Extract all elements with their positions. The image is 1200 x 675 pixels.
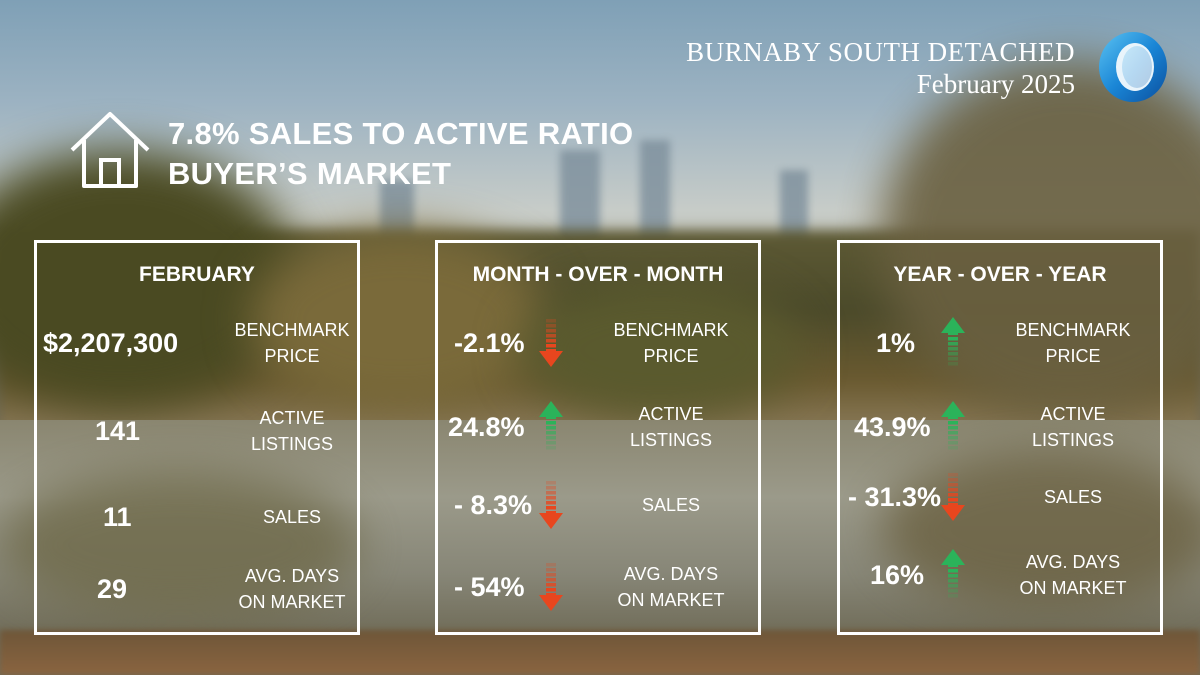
sales-to-active-ratio: 7.8% SALES TO ACTIVE RATIO xyxy=(168,116,634,151)
stat-label: AVG. DAYS ON MARKET xyxy=(238,566,346,612)
stat-label: BENCHMARK PRICE xyxy=(234,320,350,366)
stat-value: - 54% xyxy=(454,572,525,602)
stat-value: 11 xyxy=(103,502,132,532)
stat-row-benchmark-price: 1% BENCHMARK PRICE xyxy=(840,315,1160,371)
stat-label: BENCHMARK PRICE xyxy=(1015,320,1131,366)
stat-row-active-listings: 43.9% ACTIVE LISTINGS xyxy=(840,399,1160,455)
green-up-arrow-icon xyxy=(941,549,965,598)
green-up-arrow-icon xyxy=(941,401,965,450)
stat-value: 141 xyxy=(95,416,141,446)
red-down-arrow-icon xyxy=(539,563,563,611)
stat-label: AVG. DAYS ON MARKET xyxy=(617,564,725,610)
panel-title: MONTH - OVER - MONTH xyxy=(472,263,724,286)
stat-label: AVG. DAYS ON MARKET xyxy=(1019,552,1127,598)
brand-block: BURNABY SOUTH DETACHED February 2025 xyxy=(686,36,1075,100)
stat-value: $2,207,300 xyxy=(43,328,179,358)
stat-row-active-listings: 141 ACTIVE LISTINGS xyxy=(37,403,357,459)
stat-value: 1% xyxy=(876,328,916,358)
panel-title: YEAR - OVER - YEAR xyxy=(893,263,1107,286)
stat-label: SALES xyxy=(262,507,322,527)
house-outline-icon xyxy=(70,112,150,188)
green-up-arrow-icon xyxy=(941,317,965,366)
area-title: BURNABY SOUTH DETACHED xyxy=(686,37,1075,67)
red-down-arrow-icon xyxy=(941,473,965,521)
stat-value: -2.1% xyxy=(454,328,525,358)
panel-february: FEBRUARY $2,207,300 BENCHMARK PRICE 141 A… xyxy=(34,240,360,635)
headline: 7.8% SALES TO ACTIVE RATIO BUYER’S MARKE… xyxy=(168,114,633,194)
stat-value: 43.9% xyxy=(854,412,931,442)
stat-row-benchmark-price: -2.1% BENCHMARK PRICE xyxy=(438,315,758,371)
blue-ring-logo xyxy=(1099,32,1167,102)
stat-label: ACTIVE LISTINGS xyxy=(250,408,334,454)
stat-value: 24.8% xyxy=(448,412,525,442)
period-date: February 2025 xyxy=(916,69,1075,99)
stat-row-avg-days: 16% AVG. DAYS ON MARKET xyxy=(840,547,1160,603)
stat-value: 29 xyxy=(97,574,128,604)
stat-label: SALES xyxy=(1043,487,1103,507)
stat-label: BENCHMARK PRICE xyxy=(613,320,729,366)
stat-row-sales: 11 SALES xyxy=(37,489,357,545)
stat-label: SALES xyxy=(641,495,701,515)
panel-year-over-year: YEAR - OVER - YEAR 1% BENCHMARK PRICE 43.… xyxy=(837,240,1163,635)
stat-value: - 31.3% xyxy=(848,482,942,512)
stat-row-benchmark-price: $2,207,300 BENCHMARK PRICE xyxy=(37,315,357,371)
stat-row-avg-days: 29 AVG. DAYS ON MARKET xyxy=(37,561,357,617)
panel-month-over-month: MONTH - OVER - MONTH -2.1% BENCHMARK PRIC… xyxy=(435,240,761,635)
stat-row-sales: - 31.3% SALES xyxy=(840,469,1160,525)
green-up-arrow-icon xyxy=(539,401,563,450)
red-down-arrow-icon xyxy=(539,319,563,367)
stat-label: ACTIVE LISTINGS xyxy=(1031,404,1115,450)
market-type: BUYER’S MARKET xyxy=(168,156,452,191)
panel-title: FEBRUARY xyxy=(139,263,255,286)
stat-row-active-listings: 24.8% ACTIVE LISTINGS xyxy=(438,399,758,455)
stat-label: ACTIVE LISTINGS xyxy=(629,404,713,450)
stat-row-avg-days: - 54% AVG. DAYS ON MARKET xyxy=(438,559,758,615)
stat-value: - 8.3% xyxy=(454,490,533,520)
stat-row-sales: - 8.3% SALES xyxy=(438,477,758,533)
stat-value: 16% xyxy=(870,560,925,590)
red-down-arrow-icon xyxy=(539,481,563,529)
